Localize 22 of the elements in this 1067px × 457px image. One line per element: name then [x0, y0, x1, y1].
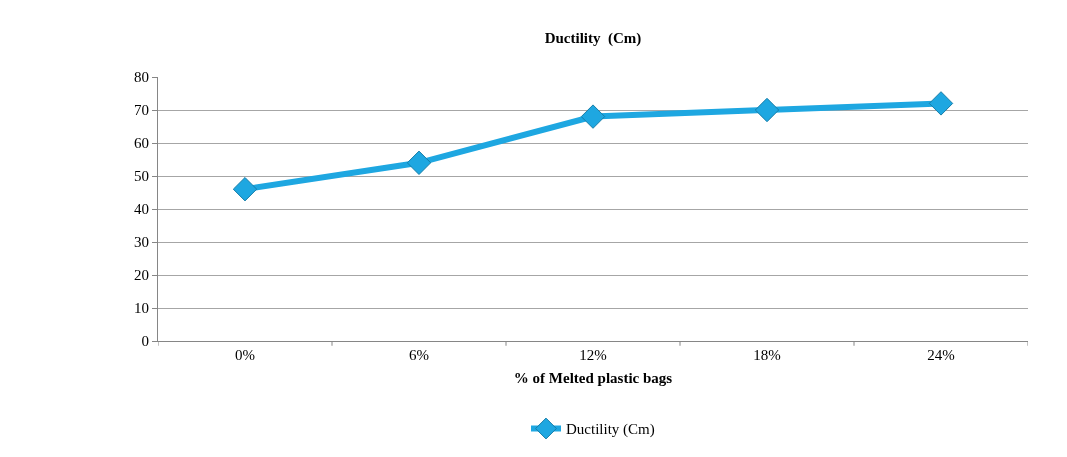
x-tick-label: 6% — [409, 347, 429, 363]
x-tick-label: 24% — [927, 347, 955, 363]
point — [928, 91, 954, 116]
y-tick-label: 0 — [141, 333, 149, 350]
point — [232, 177, 258, 202]
point — [754, 97, 780, 123]
y-tick-label: 10 — [134, 300, 149, 317]
x-tick-label: 18% — [753, 347, 781, 363]
x-tick-label: 0% — [235, 347, 255, 363]
chart-title: Ductility (Cm) — [544, 30, 642, 48]
legend-label: Ductility (Cm) — [566, 421, 655, 439]
point — [580, 104, 606, 129]
x-axis-title: % of Melted plastic bags — [513, 370, 673, 386]
y-tick-label: 20 — [134, 267, 149, 284]
y-tick-label: 80 — [134, 69, 149, 86]
y-tick-label: 30 — [134, 234, 149, 251]
y-tick-label: 50 — [134, 168, 149, 185]
y-tick-label: 60 — [134, 135, 149, 152]
y-tick-label: 40 — [134, 201, 149, 218]
y-tick-label: 70 — [134, 102, 149, 119]
point — [406, 150, 432, 175]
x-tick-label: 12% — [579, 347, 607, 363]
